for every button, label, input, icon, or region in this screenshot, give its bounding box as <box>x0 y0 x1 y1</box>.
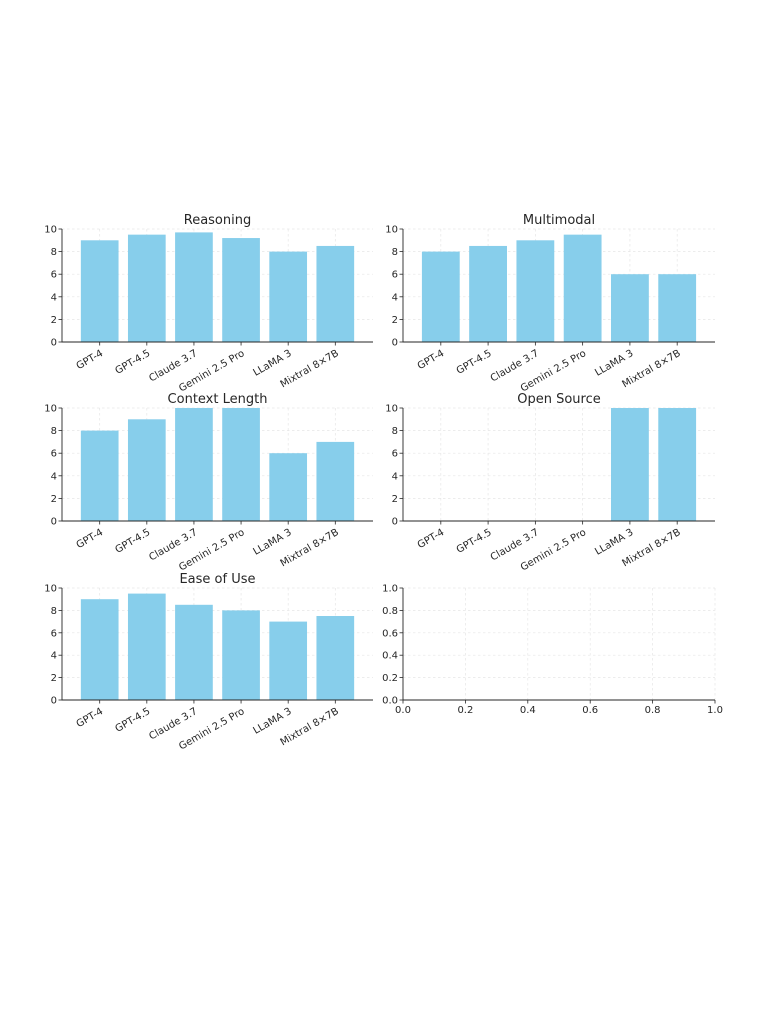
y-tick-label: 10 <box>44 404 57 415</box>
y-tick-label: 0.0 <box>382 696 398 707</box>
bar <box>611 408 649 521</box>
chart-title: Multimodal <box>523 213 595 228</box>
y-tick-label: 0 <box>392 338 398 349</box>
chart-title: Open Source <box>517 392 601 407</box>
bar <box>658 274 697 342</box>
axis-spines <box>61 588 373 701</box>
y-tick-label: 4 <box>392 471 398 482</box>
y-tick-label: 8 <box>51 426 57 437</box>
y-tick-label: 4 <box>51 651 57 662</box>
bar <box>269 251 308 342</box>
y-tick-label: 0 <box>51 338 57 349</box>
bar <box>316 616 355 700</box>
y-tick-label: 0.6 <box>382 628 398 639</box>
chart-title: Ease of Use <box>179 572 255 587</box>
bar <box>269 453 308 521</box>
bar <box>516 240 555 342</box>
y-tick-label: 6 <box>51 628 57 639</box>
y-tick-label: 6 <box>51 449 57 460</box>
x-tick-label: 1.0 <box>707 705 723 716</box>
y-tick-label: 8 <box>51 606 57 617</box>
bar <box>127 234 166 342</box>
y-tick-label: 10 <box>44 225 57 236</box>
y-tick-label: 6 <box>392 270 398 281</box>
x-tick-label: 0.2 <box>457 705 473 716</box>
y-tick-label: 6 <box>51 270 57 281</box>
axis-spines <box>402 588 715 701</box>
bar <box>127 419 166 521</box>
y-tick-label: 10 <box>385 404 398 415</box>
y-tick-label: 10 <box>44 584 57 595</box>
y-tick-label: 1.0 <box>382 584 398 595</box>
y-tick-label: 0 <box>51 517 57 528</box>
y-tick-label: 2 <box>51 673 57 684</box>
y-tick-label: 0 <box>51 696 57 707</box>
y-tick-label: 6 <box>392 449 398 460</box>
bar <box>421 251 460 342</box>
bar <box>222 238 260 342</box>
bar <box>222 408 260 521</box>
bar <box>175 408 213 521</box>
bar <box>316 245 355 342</box>
bar <box>80 599 119 700</box>
axis-spines <box>61 229 373 343</box>
bar <box>80 240 119 342</box>
y-tick-label: 4 <box>51 471 57 482</box>
x-tick-label: 0.4 <box>520 705 536 716</box>
chart-title: Reasoning <box>184 213 251 228</box>
bar <box>175 604 213 700</box>
y-tick-label: 8 <box>51 247 57 258</box>
y-tick-label: 4 <box>392 292 398 303</box>
bar <box>611 274 649 342</box>
bar <box>127 593 166 700</box>
bar <box>658 408 697 521</box>
bar <box>175 232 213 342</box>
chart-panel-6: 0.0 0.2 0.4 0.6 0.8 1.0 0.0 0.2 0.4 0.6 0.8 1.0 <box>382 584 723 717</box>
y-tick-label: 2 <box>392 315 398 326</box>
x-tick-label: 0.0 <box>395 705 411 716</box>
bar <box>316 441 355 521</box>
bar <box>269 621 308 700</box>
y-tick-label: 8 <box>392 426 398 437</box>
axis-spines <box>402 408 715 522</box>
y-tick-label: 10 <box>385 225 398 236</box>
y-tick-label: 2 <box>51 494 57 505</box>
y-tick-label: 0 <box>392 517 398 528</box>
y-tick-label: 0.8 <box>382 606 398 617</box>
axis-spines <box>402 229 715 343</box>
bar <box>563 234 602 342</box>
x-tick-label: 0.6 <box>582 705 598 716</box>
bar <box>469 245 507 342</box>
bar <box>80 430 119 521</box>
bar <box>222 610 260 700</box>
y-tick-label: 2 <box>51 315 57 326</box>
chart-title: Context Length <box>168 392 268 407</box>
axis-spines <box>61 408 373 522</box>
y-tick-label: 4 <box>51 292 57 303</box>
x-tick-label: 0.8 <box>645 705 661 716</box>
y-tick-label: 8 <box>392 247 398 258</box>
y-tick-label: 2 <box>392 494 398 505</box>
y-tick-label: 0.4 <box>382 651 398 662</box>
y-tick-label: 0.2 <box>382 673 398 684</box>
